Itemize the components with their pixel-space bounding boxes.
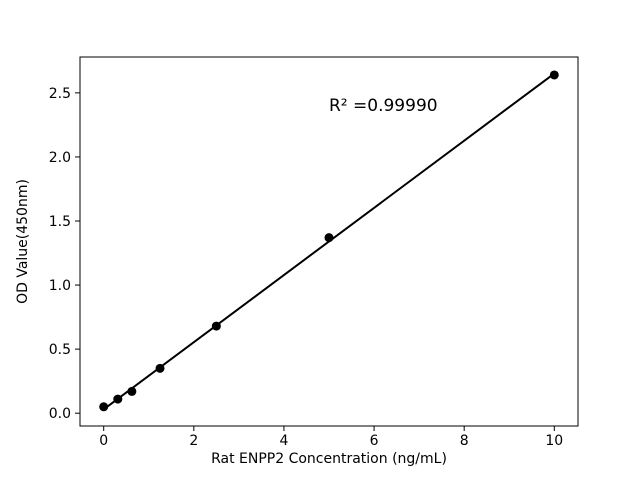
y-axis-label: OD Value(450nm) [15, 179, 31, 304]
y-axis-tick-label: 0.0 [49, 406, 71, 422]
x-axis-tick-label: 8 [460, 433, 469, 449]
y-axis-tick-label: 1.0 [49, 278, 71, 294]
data-point [324, 233, 334, 243]
data-point [99, 402, 109, 412]
x-axis-tick-label: 2 [189, 433, 198, 449]
x-axis-tick-label: 4 [279, 433, 288, 449]
r-squared-annotation: R² =0.99990 [329, 96, 438, 116]
data-point [155, 363, 165, 373]
data-point [127, 386, 137, 396]
y-axis-tick-label: 1.5 [49, 214, 71, 230]
y-axis-tick-label: 2.0 [49, 150, 71, 166]
x-axis-tick-label: 0 [99, 433, 108, 449]
data-point [549, 70, 559, 80]
data-point [113, 394, 123, 404]
y-axis-tick-label: 0.5 [49, 342, 71, 358]
x-axis-tick-label: 10 [545, 433, 563, 449]
y-axis-tick-label: 2.5 [49, 86, 71, 102]
x-axis-tick-label: 6 [370, 433, 379, 449]
x-axis-label: Rat ENPP2 Concentration (ng/mL) [211, 451, 447, 467]
plot-border [79, 56, 579, 427]
data-point [211, 321, 221, 331]
